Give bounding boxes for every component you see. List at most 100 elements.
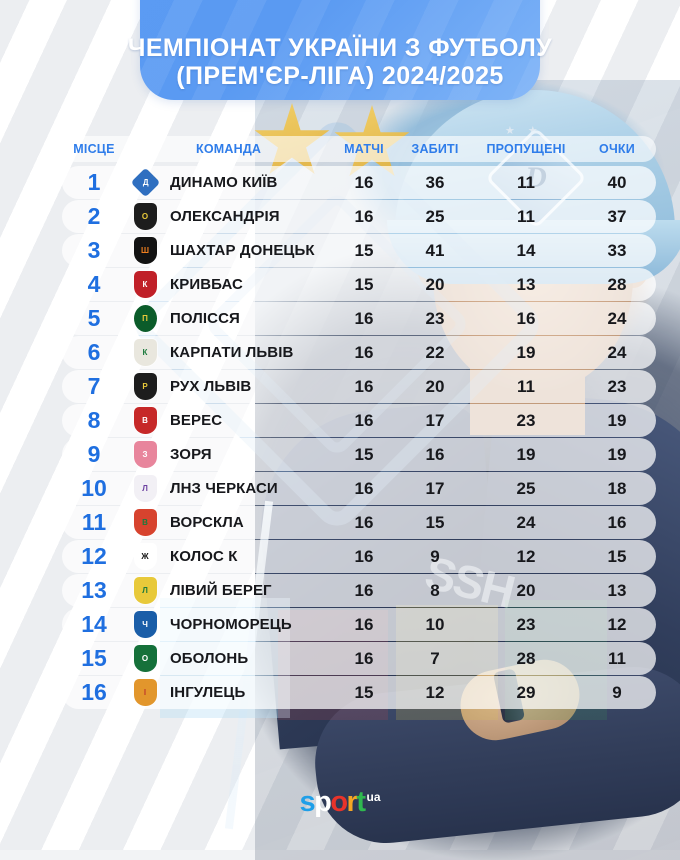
row-points: 28 <box>607 274 627 294</box>
row-position: 2 <box>87 203 101 229</box>
row-scored: 36 <box>425 172 445 192</box>
row-team-name: ІНГУЛЕЦЬ <box>170 684 246 701</box>
logo-suffix: ua <box>366 790 381 804</box>
table-row: 5 П ПОЛІССЯ 16 23 16 24 <box>62 302 656 335</box>
row-scored: 17 <box>425 410 445 430</box>
logo-letter: s <box>299 786 315 818</box>
row-matches: 15 <box>354 682 374 702</box>
table-row: 6 К КАРПАТИ ЛЬВІВ 16 22 19 24 <box>62 336 656 369</box>
row-scored: 20 <box>425 376 445 396</box>
row-position: 10 <box>81 475 107 501</box>
row-matches: 15 <box>354 444 374 464</box>
row-position: 6 <box>87 339 101 365</box>
row-conceded: 19 <box>516 444 536 464</box>
row-scored: 20 <box>425 274 445 294</box>
row-points: 19 <box>607 444 627 464</box>
row-scored: 10 <box>425 614 445 634</box>
table-row: 15 О ОБОЛОНЬ 16 7 28 11 <box>62 642 656 675</box>
karpaty-lviv-crest: К <box>126 339 164 366</box>
row-position: 11 <box>81 509 107 535</box>
row-team-name: ОБОЛОНЬ <box>170 650 249 667</box>
oleksandriya-crest: О <box>126 203 164 230</box>
kryvbas-crest: К <box>126 271 164 298</box>
row-matches: 15 <box>354 274 374 294</box>
row-matches: 16 <box>354 580 374 600</box>
row-matches: 16 <box>354 308 374 328</box>
page-title-line2: (ПРЕМ'ЄР-ЛІГА) 2024/2025 <box>176 62 504 90</box>
row-scored: 25 <box>425 206 445 226</box>
logo-letter: o <box>330 786 348 818</box>
row-conceded: 25 <box>516 478 536 498</box>
row-points: 13 <box>607 580 627 600</box>
row-points: 40 <box>607 172 627 192</box>
row-position: 5 <box>87 305 101 331</box>
row-team-name: ШАХТАР ДОНЕЦЬК <box>170 242 315 259</box>
table-row: 14 Ч ЧОРНОМОРЕЦЬ 16 10 23 12 <box>62 608 656 641</box>
table-row: 9 З ЗОРЯ 15 16 19 19 <box>62 438 656 471</box>
header-scored: ЗАБИТІ <box>411 142 459 156</box>
table-row: 3 Ш ШАХТАР ДОНЕЦЬК 15 41 14 33 <box>62 234 656 267</box>
row-position: 1 <box>87 169 101 195</box>
page-title-line1: ЧЕМПІОНАТ УКРАЇНИ З ФУТБОЛУ <box>127 34 553 62</box>
row-matches: 16 <box>354 376 374 396</box>
row-conceded: 23 <box>516 410 536 430</box>
row-matches: 16 <box>354 410 374 430</box>
kolos-kovalivka-crest: Ж <box>126 543 164 570</box>
row-conceded: 24 <box>516 512 536 532</box>
row-matches: 16 <box>354 478 374 498</box>
row-scored: 7 <box>430 648 440 668</box>
title-banner: ЧЕМПІОНАТ УКРАЇНИ З ФУТБОЛУ (ПРЕМ'ЄР-ЛІГ… <box>128 0 552 100</box>
row-position: 15 <box>81 645 107 671</box>
row-team-name: КОЛОС К <box>170 548 238 565</box>
shakhtar-donetsk-crest: Ш <box>126 237 164 264</box>
row-scored: 15 <box>425 512 445 532</box>
row-scored: 8 <box>430 580 440 600</box>
header-position: МІСЦЕ <box>73 142 115 156</box>
row-team-name: ДИНАМО КИЇВ <box>170 174 278 191</box>
table-row: 1 ★★ Д ДИНАМО КИЇВ 16 36 11 40 <box>62 166 656 199</box>
table-row: 10 Л ЛНЗ ЧЕРКАСИ 16 17 25 18 <box>62 472 656 505</box>
row-team-name: ВОРСКЛА <box>170 514 244 531</box>
row-conceded: 11 <box>517 172 535 192</box>
row-matches: 16 <box>354 546 374 566</box>
row-conceded: 19 <box>516 342 536 362</box>
row-matches: 16 <box>354 206 374 226</box>
dynamo-kyiv-crest: ★★ Д <box>126 167 164 198</box>
table-header-row: МІСЦЕ КОМАНДА МАТЧІ ЗАБИТІ ПРОПУЩЕНІ ОЧК… <box>62 136 656 162</box>
table-row: 16 І ІНГУЛЕЦЬ 15 12 29 9 <box>62 676 656 709</box>
table-row: 13 Л ЛІВИЙ БЕРЕГ 16 8 20 13 <box>62 574 656 607</box>
row-team-name: ЧОРНОМОРЕЦЬ <box>170 616 292 633</box>
table-row: 7 Р РУХ ЛЬВІВ 16 20 11 23 <box>62 370 656 403</box>
row-points: 23 <box>607 376 627 396</box>
row-position: 12 <box>81 543 107 569</box>
sport-ua-logo[interactable]: s p o r t ua <box>0 788 680 817</box>
table-row: 4 К КРИВБАС 15 20 13 28 <box>62 268 656 301</box>
row-points: 19 <box>607 410 627 430</box>
row-points: 9 <box>612 682 622 702</box>
row-points: 18 <box>607 478 627 498</box>
row-matches: 16 <box>354 614 374 634</box>
row-team-name: РУХ ЛЬВІВ <box>170 378 252 395</box>
vorskla-poltava-crest: В <box>126 509 164 536</box>
row-team-name: ПОЛІССЯ <box>170 310 240 327</box>
header-points: ОЧКИ <box>599 142 635 156</box>
livyi-bereh-crest: Л <box>126 577 164 604</box>
row-points: 37 <box>607 206 627 226</box>
row-conceded: 11 <box>517 376 535 396</box>
logo-letter: t <box>356 786 366 818</box>
chornomorets-odesa-crest: Ч <box>126 611 164 638</box>
row-team-name: ОЛЕКСАНДРІЯ <box>170 208 280 225</box>
row-scored: 17 <box>425 478 445 498</box>
header-matches: МАТЧІ <box>344 142 384 156</box>
row-points: 24 <box>607 342 627 362</box>
row-scored: 16 <box>425 444 445 464</box>
row-position: 7 <box>87 373 101 399</box>
row-position: 4 <box>87 271 101 297</box>
row-matches: 16 <box>354 342 374 362</box>
logo-letter: p <box>314 786 332 818</box>
row-conceded: 14 <box>516 240 536 260</box>
inhulets-crest: І <box>126 679 164 706</box>
row-points: 33 <box>607 240 627 260</box>
table-row: 8 В ВЕРЕС 16 17 23 19 <box>62 404 656 437</box>
veres-rivne-crest: В <box>126 407 164 434</box>
